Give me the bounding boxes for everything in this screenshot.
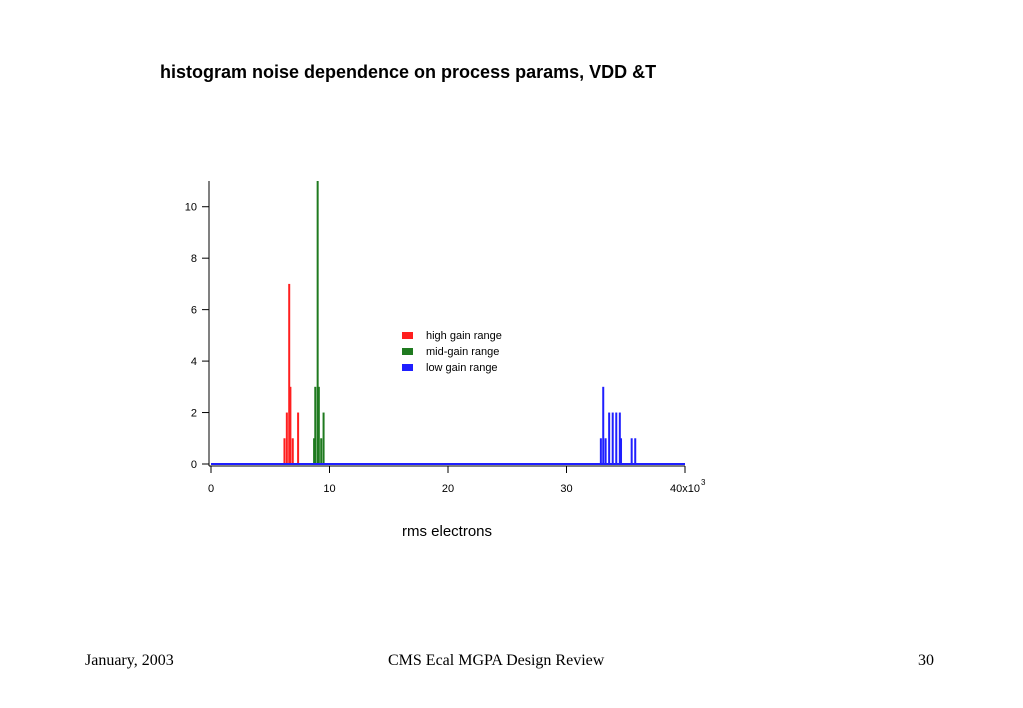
histogram-bar: [611, 412, 614, 464]
histogram-bar: [317, 386, 320, 464]
chart-bars: [211, 181, 685, 465]
legend-label: mid-gain range: [426, 346, 499, 358]
y-tick-label: 4: [191, 356, 197, 368]
histogram-bar: [630, 438, 633, 464]
histogram-bar: [618, 412, 621, 464]
legend-label: low gain range: [426, 362, 498, 374]
x-tick-label: 40x10: [670, 483, 700, 495]
histogram-bar: [289, 386, 292, 464]
y-tick-label: 8: [191, 253, 197, 265]
legend-swatch: [402, 348, 413, 355]
footer-date: January, 2003: [85, 652, 174, 669]
legend-swatch: [402, 332, 413, 339]
histogram-bar: [297, 412, 300, 464]
y-tick-label: 2: [191, 408, 197, 420]
histogram-bar: [599, 438, 602, 464]
histogram-bar: [602, 386, 605, 464]
legend-label: high gain range: [426, 330, 502, 342]
histogram-bar: [615, 412, 618, 464]
histogram-bar: [320, 438, 323, 464]
histogram-bar: [313, 438, 316, 464]
x-tick-label: 30: [560, 483, 572, 495]
y-tick-label: 10: [185, 202, 197, 214]
histogram-bar: [604, 438, 607, 464]
legend-swatch: [402, 364, 413, 371]
x-tick-label: 20: [442, 483, 454, 495]
footer-page-number: 30: [918, 652, 934, 669]
histogram-bar: [316, 181, 319, 464]
histogram-bar: [620, 438, 623, 464]
histogram-bar: [608, 412, 611, 464]
histogram-bar: [291, 438, 294, 464]
y-tick-label: 0: [191, 459, 197, 471]
y-tick-label: 6: [191, 305, 197, 317]
footer-presentation-title: CMS Ecal MGPA Design Review: [388, 652, 605, 669]
histogram-bar: [322, 412, 325, 464]
histogram-bar: [314, 386, 317, 464]
slide-title: histogram noise dependence on process pa…: [160, 62, 657, 82]
x-tick-exponent: 3: [701, 478, 706, 487]
chart-legend: high gain range mid-gain range low gain ra…: [402, 330, 502, 374]
histogram-bar: [634, 438, 637, 464]
histogram-bar: [285, 412, 288, 464]
x-tick-label: 0: [208, 483, 214, 495]
histogram-bar: [283, 438, 286, 464]
x-tick-label: 10: [323, 483, 335, 495]
x-axis-label: rms electrons: [402, 523, 492, 540]
histogram-bar: [288, 283, 291, 464]
